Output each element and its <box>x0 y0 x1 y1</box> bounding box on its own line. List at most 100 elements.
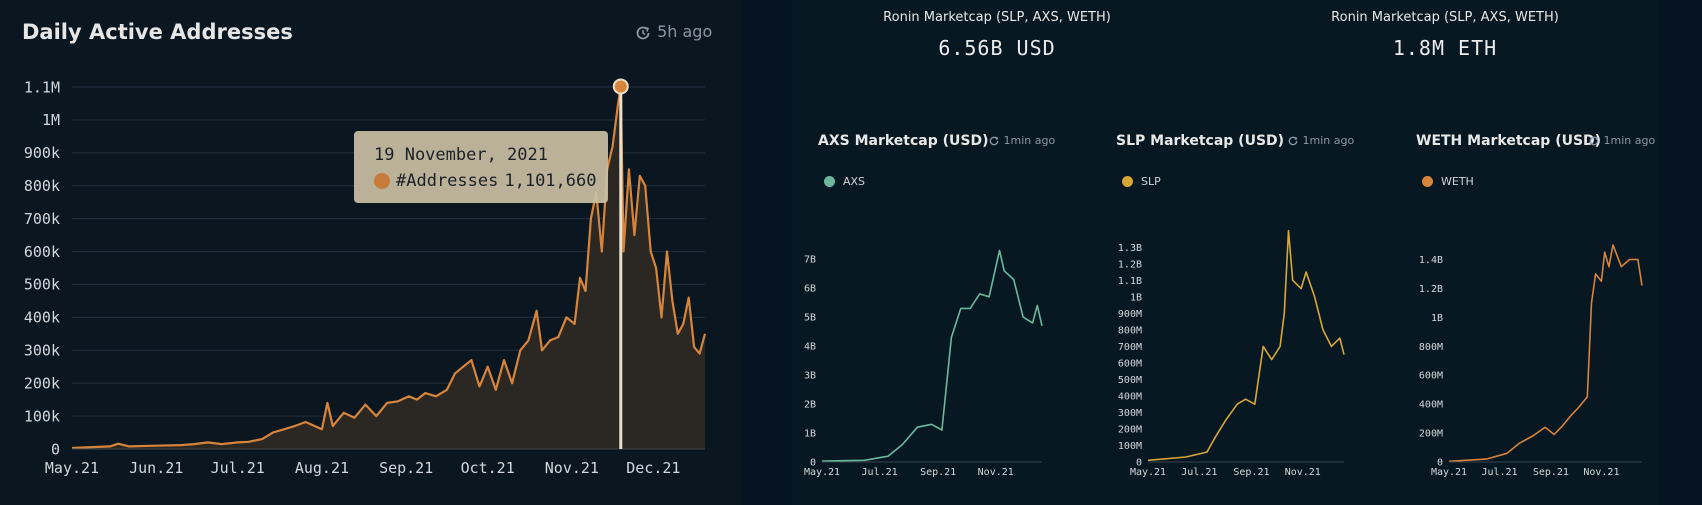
chart-title: Daily Active Addresses <box>22 20 293 44</box>
x-tick-label: Jul.21 <box>1481 467 1517 478</box>
y-tick-label: 200M <box>1118 424 1142 435</box>
series-line <box>1448 244 1643 463</box>
axs-last-updated: 1min ago <box>988 134 1055 147</box>
refresh-clock-icon <box>989 136 999 146</box>
y-tick-label: 200k <box>24 374 60 392</box>
x-tick-label: Nov.21 <box>545 459 599 477</box>
y-tick-label: 400M <box>1118 391 1142 402</box>
y-tick-label: 500M <box>1118 375 1142 386</box>
y-tick-label: 1.1M <box>24 78 60 96</box>
y-tick-label: 600M <box>1419 371 1443 382</box>
series-area <box>72 86 705 449</box>
refresh-clock-icon <box>1589 136 1599 146</box>
refresh-clock-icon <box>1288 136 1298 146</box>
y-tick-label: 0 <box>51 440 60 458</box>
weth-legend: WETH <box>1422 175 1474 188</box>
y-tick-label: 100M <box>1118 441 1142 452</box>
last-updated-text: 5h ago <box>657 22 713 41</box>
axs-legend: AXS <box>824 175 865 188</box>
weth-chart-title: WETH Marketcap (USD) <box>1416 133 1602 149</box>
x-tick-label: Nov.21 <box>978 467 1014 478</box>
slp-last-updated: 1min ago <box>1287 134 1354 147</box>
tooltip-date: 19 November, 2021 <box>374 145 548 165</box>
x-tick-label: May.21 <box>1130 467 1166 478</box>
stat-value-eth: 1.8M ETH <box>1392 36 1498 60</box>
y-tick-label: 600k <box>24 243 60 261</box>
axs-legend-dot <box>824 176 835 187</box>
tooltip-value: 1,101,660 <box>504 171 597 191</box>
last-updated: 5h ago <box>634 22 712 42</box>
y-tick-label: 300M <box>1118 408 1142 419</box>
axs-updated-text: 1min ago <box>1003 134 1056 147</box>
y-tick-label: 0 <box>1136 458 1142 469</box>
x-tick-label: May.21 <box>804 467 840 478</box>
y-tick-label: 6B <box>804 284 816 295</box>
weth-legend-label: WETH <box>1441 175 1474 188</box>
y-tick-label: 1M <box>42 111 60 129</box>
x-tick-label: Sep.21 <box>920 467 956 478</box>
y-tick-label: 800k <box>24 177 60 195</box>
y-tick-label: 1B <box>804 429 816 440</box>
hover-point <box>612 78 629 95</box>
x-tick-label: Sep.21 <box>379 459 433 477</box>
slp-chart-title: SLP Marketcap (USD) <box>1116 133 1285 149</box>
marketcap-mini-charts: 0 1B 2B 3B 4B 5B 6B 7B May.21 Jul.21 Sep.21 Nov.21 0… <box>804 229 1643 478</box>
x-tick-label: Jul.21 <box>1181 467 1217 478</box>
y-tick-label: 1.2B <box>1419 284 1443 295</box>
x-tick-label: Sep.21 <box>1533 467 1569 478</box>
x-tick-label: Nov.21 <box>1285 467 1321 478</box>
y-tick-label: 1.4B <box>1419 255 1443 266</box>
stat-value-usd: 6.56B USD <box>938 36 1056 60</box>
y-tick-label: 1.2B <box>1118 259 1142 270</box>
axs-legend-label: AXS <box>843 175 866 188</box>
x-tick-label: Jul.21 <box>862 467 898 478</box>
x-tick-label: Jul.21 <box>211 459 265 477</box>
x-tick-label: May.21 <box>45 459 99 477</box>
y-tick-label: 1B <box>1431 313 1443 324</box>
x-tick-label: Jun.21 <box>129 459 183 477</box>
y-tick-label: 0 <box>810 458 816 469</box>
y-tick-label: 700k <box>24 210 60 228</box>
y-tick-label: 7B <box>804 255 816 266</box>
y-tick-label: 0 <box>1437 458 1443 469</box>
tooltip: 19 November, 2021 #Addresses 1,101,660 <box>354 131 608 203</box>
weth-legend-dot <box>1422 176 1433 187</box>
weth-last-updated: 1min ago <box>1588 134 1655 147</box>
series-line <box>71 85 707 450</box>
y-tick-label: 300k <box>24 342 60 360</box>
axs-chart-title: AXS Marketcap (USD) <box>818 133 989 149</box>
ronin-marketcap-panel: Ronin Marketcap (SLP, AXS, WETH) 6.56B U… <box>792 0 1658 505</box>
y-tick-label: 100k <box>24 407 60 425</box>
y-tick-label: 1B <box>1130 292 1142 303</box>
tooltip-series-dot <box>374 173 390 189</box>
y-tick-label: 4B <box>804 342 816 353</box>
series-line <box>821 249 1043 462</box>
weth-updated-text: 1min ago <box>1603 134 1656 147</box>
x-tick-label: Sep.21 <box>1233 467 1269 478</box>
stat-label-usd: Ronin Marketcap (SLP, AXS, WETH) <box>883 10 1111 25</box>
y-tick-label: 800M <box>1419 342 1443 353</box>
slp-updated-text: 1min ago <box>1302 134 1355 147</box>
y-tick-label: 400k <box>24 309 60 327</box>
addresses-chart: 0 100k 200k 300k 400k 500k 600k 700k 800k 900k 1M 1… <box>24 78 707 477</box>
y-tick-label: 2B <box>804 400 816 411</box>
series-line <box>1147 229 1345 462</box>
stat-label-eth: Ronin Marketcap (SLP, AXS, WETH) <box>1331 10 1559 25</box>
slp-legend: SLP <box>1122 175 1161 188</box>
y-tick-label: 800M <box>1118 325 1142 336</box>
y-tick-label: 900M <box>1118 309 1142 320</box>
y-tick-label: 1.1B <box>1118 276 1142 287</box>
y-tick-label: 500k <box>24 276 60 294</box>
slp-legend-dot <box>1122 176 1133 187</box>
y-tick-label: 3B <box>804 371 816 382</box>
y-tick-label: 1.3B <box>1118 243 1142 254</box>
refresh-clock-icon <box>636 26 650 39</box>
x-tick-label: May.21 <box>1431 467 1467 478</box>
y-tick-label: 900k <box>24 144 60 162</box>
y-tick-label: 600M <box>1118 358 1142 369</box>
tooltip-series-name: #Addresses <box>396 171 499 191</box>
x-tick-label: Oct.21 <box>461 459 515 477</box>
x-tick-label: Dec.21 <box>626 459 680 477</box>
y-tick-label: 700M <box>1118 342 1142 353</box>
x-tick-label: Nov.21 <box>1583 467 1619 478</box>
